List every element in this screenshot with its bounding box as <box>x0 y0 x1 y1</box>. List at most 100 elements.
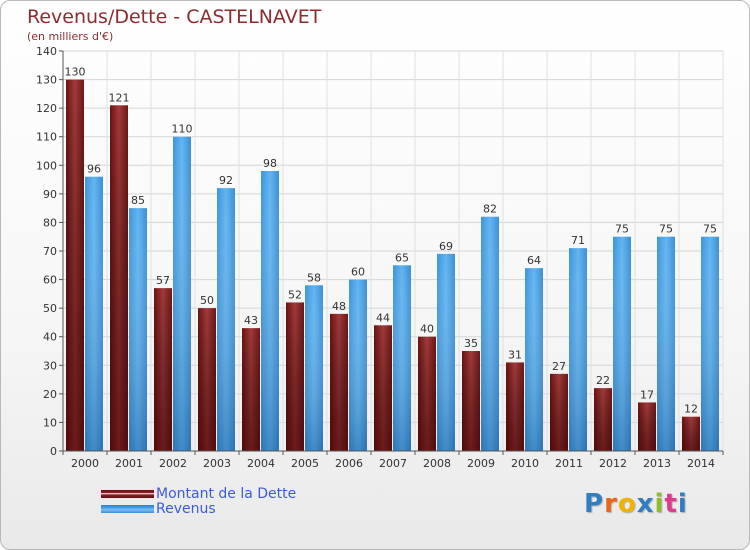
data-label-dette: 43 <box>244 314 258 327</box>
data-label-dette: 40 <box>420 323 434 336</box>
logo-letter: i <box>654 489 665 519</box>
y-tick-label: 50 <box>43 302 57 315</box>
y-tick-label: 40 <box>43 331 57 344</box>
data-label-revenus: 92 <box>219 174 233 187</box>
data-label-dette: 48 <box>332 300 346 313</box>
data-label-revenus: 69 <box>439 240 453 253</box>
bar-shade-revenus <box>129 208 147 451</box>
y-tick-label: 10 <box>43 416 57 429</box>
proxiti-logo: Proxiti <box>584 489 688 519</box>
data-label-revenus: 75 <box>703 223 717 236</box>
logo-letter: o <box>617 489 637 519</box>
bar-shade-revenus <box>701 236 719 451</box>
data-label-revenus: 64 <box>527 254 541 267</box>
bar-chart: 130 96 121 85 57 110 50 92 43 98 52 58 48 60 44 65 40 69 3… <box>36 45 724 470</box>
legend-label-dette: Montant de la Dette <box>156 486 297 502</box>
bar-shade-revenus <box>85 176 103 451</box>
bar-shade-dette <box>506 362 524 451</box>
x-tick-label: 2000 <box>71 457 99 470</box>
data-label-revenus: 110 <box>172 123 193 136</box>
data-label-dette: 57 <box>156 274 170 287</box>
data-label-dette: 50 <box>200 294 214 307</box>
bar-shade-revenus <box>481 216 499 451</box>
x-tick-label: 2005 <box>291 457 319 470</box>
y-tick-label: 20 <box>43 388 57 401</box>
x-tick-label: 2004 <box>247 457 275 470</box>
y-tick-label: 60 <box>43 274 57 287</box>
bar-shade-revenus <box>613 236 631 451</box>
logo-letter: x <box>636 489 655 519</box>
logo-letter: t <box>664 489 678 519</box>
x-tick-label: 2006 <box>335 457 363 470</box>
bar-shade-dette <box>242 328 260 451</box>
bar-shade-revenus <box>525 268 543 451</box>
legend-swatch-revenus <box>101 505 154 513</box>
bar-shade-revenus <box>569 248 587 451</box>
bar-shade-revenus <box>349 279 367 451</box>
bar-shade-revenus <box>393 265 411 451</box>
x-tick-label: 2007 <box>379 457 407 470</box>
logo-letter: r <box>604 489 618 519</box>
x-tick-label: 2012 <box>599 457 627 470</box>
data-label-revenus: 65 <box>395 251 409 264</box>
data-label-dette: 12 <box>684 403 698 416</box>
y-tick-label: 70 <box>43 245 57 258</box>
y-tick-label: 100 <box>36 159 57 172</box>
data-label-dette: 130 <box>65 66 86 79</box>
data-label-dette: 17 <box>640 388 654 401</box>
data-label-revenus: 71 <box>571 234 585 247</box>
bar-shade-revenus <box>261 171 279 451</box>
bar-shade-revenus <box>305 285 323 451</box>
x-tick-label: 2009 <box>467 457 495 470</box>
data-label-revenus: 98 <box>263 157 277 170</box>
bar-shade-dette <box>462 351 480 451</box>
bar-shade-dette <box>374 325 392 451</box>
data-label-revenus: 58 <box>307 271 321 284</box>
bar-shade-revenus <box>217 188 235 451</box>
x-tick-label: 2002 <box>159 457 187 470</box>
data-label-revenus: 60 <box>351 266 365 279</box>
data-label-revenus: 82 <box>483 203 497 216</box>
x-tick-label: 2008 <box>423 457 451 470</box>
data-label-dette: 44 <box>376 311 390 324</box>
data-label-revenus: 75 <box>615 223 629 236</box>
data-label-dette: 121 <box>109 91 130 104</box>
bar-shade-dette <box>638 402 656 451</box>
data-label-dette: 22 <box>596 374 610 387</box>
y-tick-label: 0 <box>50 445 57 458</box>
bar-shade-dette <box>110 105 128 452</box>
data-label-dette: 31 <box>508 348 522 361</box>
data-label-revenus: 85 <box>131 194 145 207</box>
x-tick-label: 2010 <box>511 457 539 470</box>
bar-shade-dette <box>154 288 172 451</box>
chart-title: Revenus/Dette - CASTELNAVET <box>27 6 322 28</box>
data-label-dette: 27 <box>552 360 566 373</box>
x-tick-label: 2013 <box>643 457 671 470</box>
data-label-dette: 52 <box>288 288 302 301</box>
logo-letter: i <box>677 489 688 519</box>
x-tick-label: 2003 <box>203 457 231 470</box>
bar-shade-revenus <box>173 136 191 451</box>
y-tick-label: 90 <box>43 188 57 201</box>
bar-shade-dette <box>418 336 436 451</box>
data-label-revenus: 75 <box>659 223 673 236</box>
bar-shade-dette <box>682 416 700 451</box>
bar-shade-dette <box>594 388 612 451</box>
bar-shade-dette <box>198 308 216 451</box>
data-label-revenus: 96 <box>87 163 101 176</box>
y-tick-label: 120 <box>36 102 57 115</box>
legend-swatch-dette <box>101 490 154 498</box>
bar-shade-dette <box>66 79 84 452</box>
data-label-dette: 35 <box>464 337 478 350</box>
legend-label-revenus: Revenus <box>156 501 216 517</box>
x-tick-label: 2001 <box>115 457 143 470</box>
bar-shade-revenus <box>657 236 675 451</box>
y-tick-label: 140 <box>36 45 57 58</box>
y-tick-label: 130 <box>36 74 57 87</box>
bar-shade-dette <box>286 302 304 451</box>
logo-letter: P <box>584 489 605 519</box>
bar-shade-dette <box>330 313 348 451</box>
y-tick-label: 30 <box>43 359 57 372</box>
x-tick-label: 2014 <box>687 457 715 470</box>
